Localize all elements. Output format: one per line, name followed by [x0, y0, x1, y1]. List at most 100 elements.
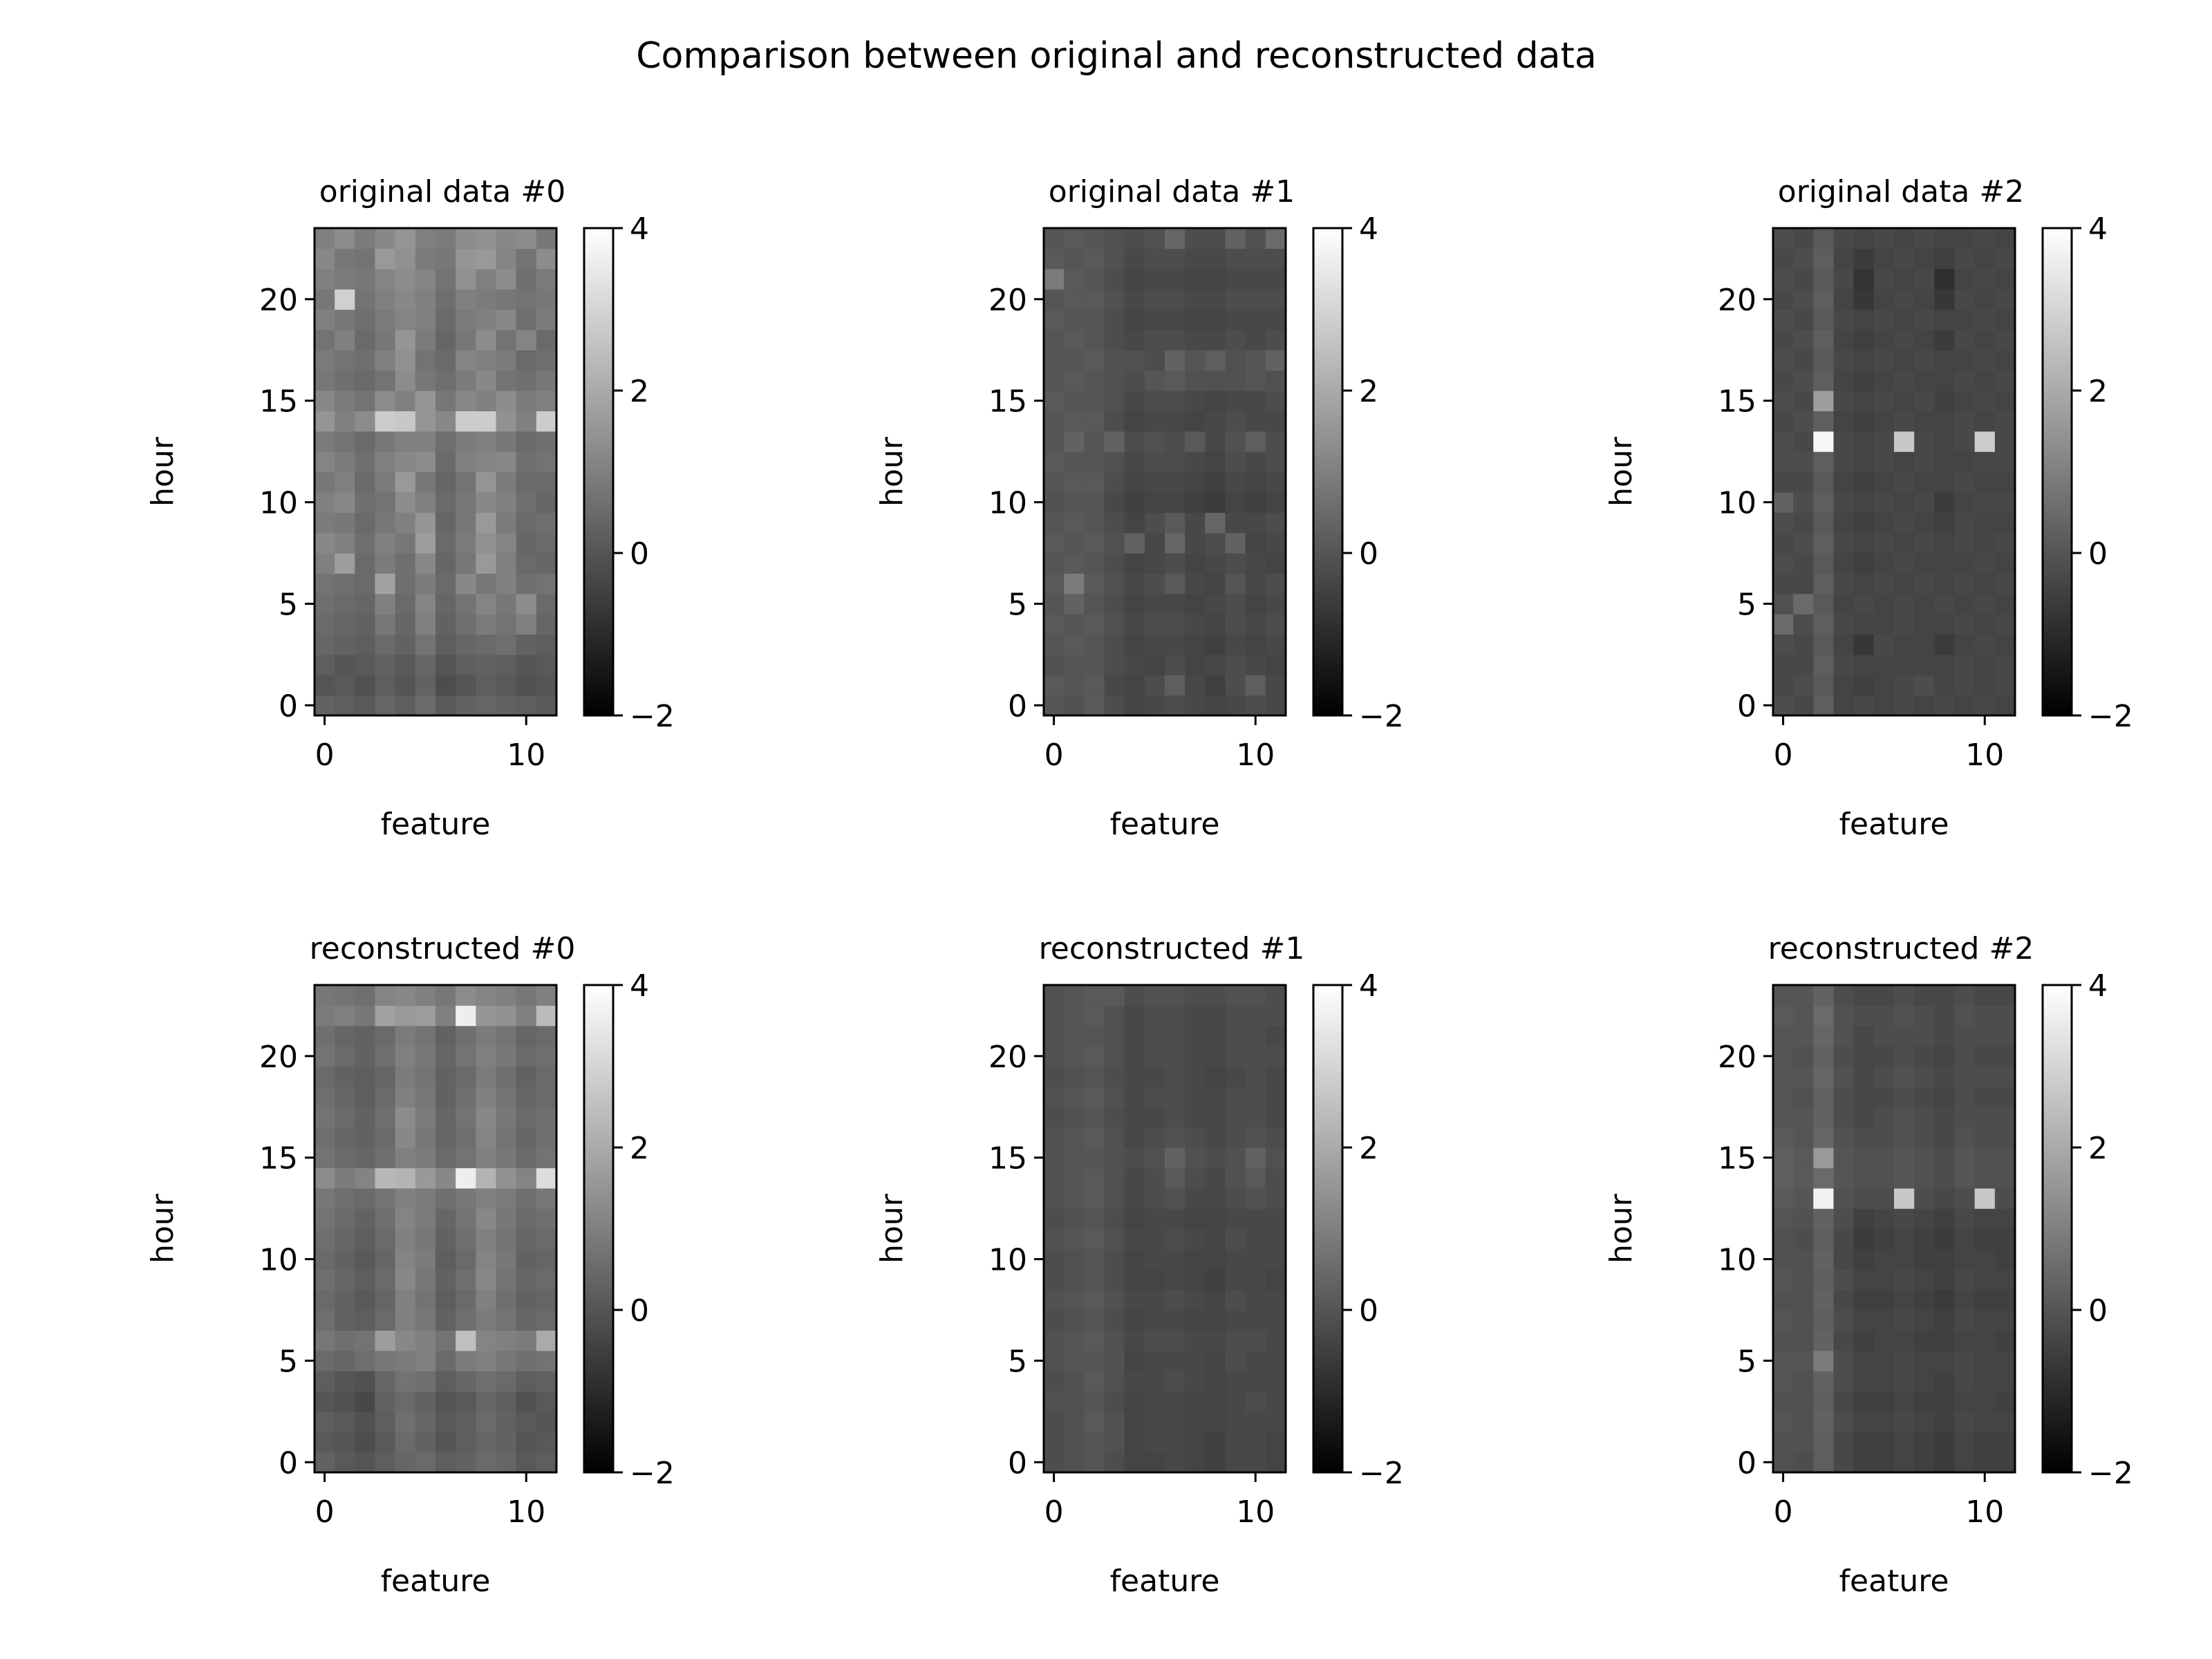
heatmap-cell [1773, 573, 1794, 594]
heatmap-cell [1205, 451, 1226, 473]
heatmap-cell [415, 1371, 436, 1392]
heatmap-cell [476, 1046, 497, 1067]
heatmap-cell [1044, 1411, 1065, 1432]
y-axis-label: hour [145, 1193, 180, 1264]
heatmap-cell [1265, 1391, 1286, 1412]
heatmap-cell [1773, 1391, 1794, 1412]
heatmap-cell [1124, 391, 1145, 411]
heatmap-cell [335, 289, 355, 310]
heatmap-cell [1793, 370, 1814, 391]
heatmap-cell [1064, 228, 1085, 249]
heatmap-cell [435, 451, 456, 473]
heatmap-cell [315, 654, 335, 675]
heatmap-cell [1914, 675, 1935, 696]
heatmap-cell [355, 289, 376, 310]
heatmap-cell [335, 573, 355, 594]
y-tick-label: 15 [259, 384, 298, 420]
heatmap-cell [335, 471, 355, 493]
heatmap-cell [1793, 1086, 1814, 1107]
heatmap-cell [335, 1188, 355, 1209]
heatmap-cell [1225, 431, 1246, 452]
heatmap-cell [335, 350, 355, 371]
heatmap-cell [1185, 1350, 1206, 1371]
heatmap-cell [496, 1107, 517, 1128]
heatmap-cell [1165, 228, 1185, 249]
heatmap-cell [1994, 675, 2016, 696]
heatmap-cell [476, 1452, 497, 1473]
heatmap-cell [1104, 512, 1125, 534]
heatmap-cell [1894, 573, 1915, 594]
heatmap-cell [1873, 1269, 1895, 1291]
heatmap-cell [1813, 391, 1835, 411]
heatmap-cell [1044, 1168, 1065, 1189]
heatmap-cell [355, 1188, 376, 1209]
heatmap-cell [1265, 1005, 1286, 1027]
heatmap-cell [1165, 491, 1185, 513]
heatmap-cell [536, 289, 557, 310]
heatmap-cell [1185, 1371, 1206, 1392]
heatmap-cell [1853, 553, 1875, 574]
heatmap-cell [496, 391, 517, 411]
heatmap-cell [1773, 228, 1794, 249]
heatmap-cell [496, 1248, 517, 1270]
heatmap-cell [1064, 695, 1085, 716]
heatmap-cell [1205, 1371, 1226, 1392]
heatmap-cell [476, 1127, 497, 1148]
heatmap-cell [1934, 1046, 1956, 1067]
heatmap-cell [1793, 1411, 1814, 1432]
heatmap-cell [476, 573, 497, 594]
heatmap-cell [1144, 1005, 1165, 1027]
heatmap-cell [375, 370, 396, 391]
heatmap-cell [375, 675, 396, 696]
heatmap-cell [1205, 1411, 1226, 1432]
heatmap-cell [375, 391, 396, 411]
heatmap-cell [1793, 248, 1814, 270]
heatmap-cell [516, 1188, 537, 1209]
heatmap-cell [1185, 350, 1206, 371]
y-tick-label: 0 [1737, 1445, 1756, 1481]
heatmap-cell [456, 1371, 476, 1392]
heatmap-cell [496, 350, 517, 371]
heatmap-cell [536, 350, 557, 371]
heatmap-cell [1934, 1066, 1956, 1087]
heatmap-cell [1225, 1025, 1246, 1047]
heatmap-cell [335, 614, 355, 635]
heatmap-cell [1853, 1066, 1875, 1087]
heatmap-cell [355, 1228, 376, 1250]
heatmap-cell [456, 431, 476, 452]
heatmap-cell [1954, 1005, 1976, 1027]
heatmap-cell [456, 228, 476, 249]
heatmap-cell [1205, 268, 1226, 290]
heatmap-cell [1225, 451, 1246, 473]
heatmap-cell [375, 1046, 396, 1067]
heatmap-cell [1954, 1269, 1976, 1291]
heatmap-cell [536, 491, 557, 513]
heatmap-cell [335, 553, 355, 574]
heatmap-cell [496, 309, 517, 330]
heatmap-cell [1813, 1086, 1835, 1107]
heatmap-cell [1853, 329, 1875, 350]
heatmap-cell [1773, 1107, 1794, 1128]
heatmap-cell [1084, 1147, 1105, 1168]
heatmap-cell [435, 1005, 456, 1027]
heatmap-cell [1185, 289, 1206, 310]
heatmap-cell [1205, 289, 1226, 310]
colorbar-tick-label: 4 [2088, 968, 2108, 1004]
heatmap-cell [1044, 268, 1065, 290]
heatmap-cell [435, 491, 456, 513]
heatmap-cell [415, 391, 436, 411]
heatmap-cell [1873, 451, 1895, 473]
heatmap-cell [1245, 675, 1266, 696]
heatmap-cell [1044, 228, 1065, 249]
heatmap-cell [1833, 614, 1855, 635]
heatmap-cell [1265, 1046, 1286, 1067]
heatmap-cell [1813, 1228, 1835, 1250]
heatmap-cell [1064, 350, 1085, 371]
heatmap-cell [1185, 654, 1206, 675]
heatmap-cell [496, 1411, 517, 1432]
heatmap-cell [1934, 289, 1956, 310]
heatmap-cell [456, 1208, 476, 1230]
heatmap-cell [1894, 228, 1915, 249]
heatmap-cell [1165, 289, 1185, 310]
heatmap-cell [1205, 1269, 1226, 1291]
